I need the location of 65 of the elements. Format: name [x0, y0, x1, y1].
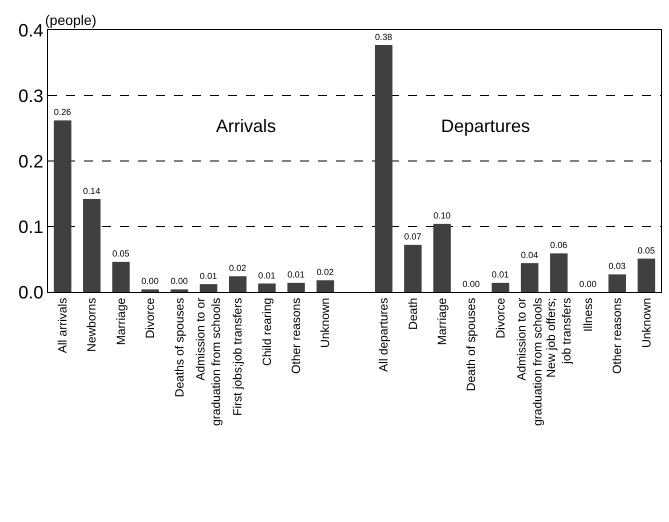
bar: [112, 262, 130, 292]
data-label: 0.38: [374, 32, 392, 42]
y-tick-label: 0.1: [18, 216, 44, 237]
x-tick-label: First jobs;job transfers: [230, 298, 245, 416]
bar: [141, 289, 159, 292]
annotation: Arrivals: [216, 116, 276, 136]
x-tick-label: Child rearing: [260, 298, 274, 366]
bar: [54, 120, 72, 292]
x-tick-label: Admission to or graduation from schools: [514, 298, 544, 426]
bar: [374, 45, 392, 292]
data-label: 0.05: [112, 248, 130, 259]
x-tick-label: Divorce: [143, 297, 158, 338]
data-label: 0.07: [404, 232, 422, 242]
x-tick-label: Unknown: [318, 298, 332, 348]
data-label: 0.14: [83, 186, 100, 196]
bar: [83, 198, 101, 292]
x-tick-label: Illness: [580, 298, 595, 332]
data-label: 0.05: [638, 245, 655, 256]
bar: [170, 289, 188, 292]
bar: [287, 282, 305, 292]
bar: [608, 274, 626, 292]
x-tick-label: All arrivals: [56, 298, 70, 354]
x-tick-label: Death: [406, 298, 420, 330]
y-axis-title: (people): [45, 12, 96, 28]
data-label: 0.01: [492, 270, 510, 280]
bar: [258, 283, 276, 292]
data-label: 0.00: [579, 278, 597, 289]
x-tick-label: Other reasons: [289, 298, 304, 374]
data-label: 0.00: [141, 276, 159, 286]
data-label: 0.00: [170, 276, 188, 286]
bar: [550, 253, 568, 292]
x-tick-label: Newborns: [84, 298, 99, 352]
x-tick-label: Death of spouses: [464, 298, 478, 392]
bar: [433, 224, 451, 292]
data-label: 0.02: [228, 263, 246, 274]
x-tick-label: Unknown: [639, 298, 654, 348]
bar: [228, 276, 246, 292]
data-label: 0.01: [258, 270, 276, 280]
data-label: 0.10: [433, 210, 451, 221]
data-label: 0.01: [200, 270, 218, 281]
bar: [638, 258, 656, 292]
bar: [404, 244, 422, 292]
x-tick-label: All departures: [376, 298, 391, 372]
data-label: 0.06: [550, 240, 568, 250]
data-label: 0.03: [608, 261, 626, 272]
x-tick-label: Marriage: [434, 297, 449, 346]
annotation: Departures: [441, 116, 530, 136]
x-tick-label: Divorce: [493, 297, 508, 338]
y-tick-label: 0.3: [18, 86, 44, 106]
bar: [492, 282, 510, 292]
y-tick-label: 0.4: [18, 20, 44, 40]
y-tick-label: 0.0: [18, 282, 44, 302]
bar: [520, 263, 538, 292]
bar: [316, 280, 334, 292]
data-label: 0.04: [520, 250, 538, 260]
data-label: 0.26: [54, 107, 72, 118]
x-tick-label: Marriage: [114, 297, 128, 346]
x-tick-label: Deaths of spouses: [172, 298, 186, 398]
data-label: 0.00: [462, 278, 480, 289]
data-label: 0.02: [316, 266, 334, 277]
x-tick-label: Admission to or graduation from schools: [194, 298, 224, 426]
x-tick-label: Other reasons: [610, 298, 624, 374]
bar: [200, 284, 218, 292]
y-tick-label: 0.2: [18, 151, 44, 172]
data-label: 0.01: [287, 270, 305, 280]
